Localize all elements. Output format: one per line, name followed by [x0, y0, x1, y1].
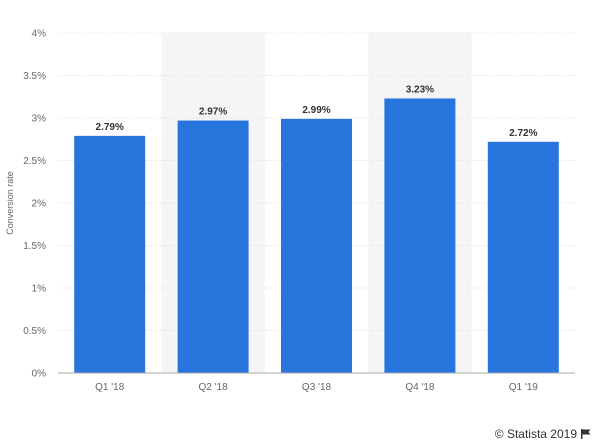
y-tick-label: 1% [32, 284, 47, 295]
y-tick-label: 0.5% [23, 326, 46, 337]
bar[interactable] [74, 135, 146, 373]
y-tick-label: 2.5% [23, 156, 46, 167]
data-label: 2.79% [96, 122, 124, 133]
bar[interactable] [177, 120, 249, 373]
credit-text: © Statista 2019 [494, 427, 577, 441]
y-tick-label: 2% [32, 199, 47, 210]
x-tick-label: Q2 '18 [199, 382, 229, 393]
y-tick-label: 0% [32, 369, 47, 380]
data-label: 3.23% [406, 84, 434, 95]
y-tick-label: 4% [32, 29, 47, 40]
y-tick-label: 1.5% [23, 241, 46, 252]
y-axis-ticks: 0% 0.5% 1% 1.5% 2% 2.5% 3% 3.5% 4% [23, 29, 46, 380]
y-axis-title: Conversion rate [5, 171, 15, 235]
flag-icon [581, 429, 591, 439]
bar[interactable] [384, 98, 456, 373]
statista-credit[interactable]: © Statista 2019 [495, 427, 591, 441]
x-tick-label: Q3 '18 [302, 382, 332, 393]
data-label: 2.99% [302, 105, 330, 116]
y-tick-label: 3.5% [23, 71, 46, 82]
data-labels: 2.79% 2.97% 2.99% 3.23% 2.72% [96, 84, 538, 138]
y-tick-label: 3% [32, 114, 47, 125]
x-tick-label: Q1 '18 [95, 382, 125, 393]
data-label: 2.97% [199, 107, 227, 118]
x-tick-label: Q1 '19 [509, 382, 539, 393]
bars [74, 98, 559, 373]
data-label: 2.72% [509, 128, 537, 139]
x-axis-ticks: Q1 '18 Q2 '18 Q3 '18 Q4 '18 Q1 '19 [95, 382, 538, 393]
x-tick-label: Q4 '18 [405, 382, 435, 393]
bar[interactable] [281, 118, 352, 373]
bar[interactable] [487, 141, 559, 373]
